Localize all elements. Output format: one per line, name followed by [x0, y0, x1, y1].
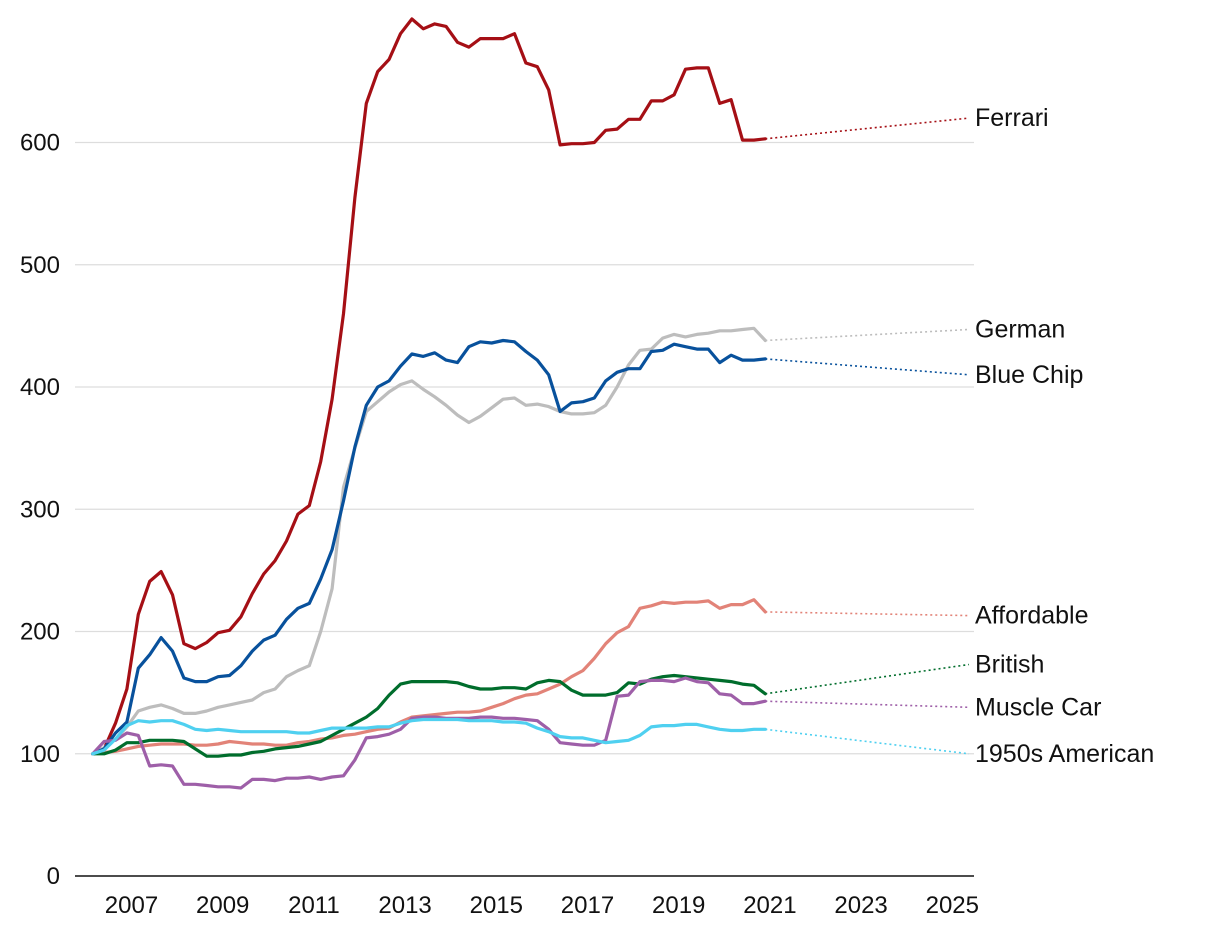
y-tick-label-200: 200: [20, 619, 60, 646]
series-labels: Ferrari German Blue Chip Affordable British M…: [975, 104, 1154, 768]
series-label-1950s-american: 1950s American: [975, 740, 1154, 768]
gridlines: [75, 141, 974, 755]
x-tick-label-2023: 2023: [834, 892, 887, 919]
y-tick-label-0: 0: [47, 863, 60, 890]
x-tick-label-2013: 2013: [378, 892, 431, 919]
label-leader-affordable: [765, 611, 970, 617]
series-label-affordable: Affordable: [975, 602, 1089, 630]
y-tick-label-400: 400: [20, 374, 60, 401]
y-tick-label-500: 500: [20, 252, 60, 279]
series-label-british: British: [975, 651, 1044, 679]
x-tick-label-2009: 2009: [196, 892, 249, 919]
series-line-ferrari: [91, 17, 767, 756]
series-label-muscle-car: Muscle Car: [975, 693, 1101, 721]
series-line-1950s-american: [91, 717, 767, 756]
x-tick-label-2019: 2019: [652, 892, 705, 919]
x-tick-label-2017: 2017: [561, 892, 614, 919]
label-leader-ferrari: [765, 117, 970, 140]
y-tick-label-300: 300: [20, 496, 60, 523]
y-tick-label-100: 100: [20, 741, 60, 768]
y-tick-label-600: 600: [20, 130, 60, 157]
x-tick-label-2025: 2025: [926, 892, 979, 919]
series-label-blue-chip: Blue Chip: [975, 361, 1083, 389]
label-leader-muscle-car: [765, 700, 970, 709]
y-axis-tick-labels: 0 100 200 300 400 500 600: [20, 130, 60, 891]
x-tick-label-2021: 2021: [743, 892, 796, 919]
series-line-muscle-car: [91, 676, 767, 790]
series-label-ferrari: Ferrari: [975, 104, 1049, 132]
label-leader-german: [765, 328, 970, 342]
label-leader-1950s-american: [765, 728, 970, 755]
series-line-blue-chip: [91, 338, 767, 756]
label-leader-british: [765, 663, 970, 695]
series-line-german: [91, 326, 767, 756]
series-line-affordable: [91, 598, 767, 756]
x-tick-label-2015: 2015: [470, 892, 523, 919]
x-tick-label-2007: 2007: [105, 892, 158, 919]
x-tick-label-2011: 2011: [288, 892, 340, 919]
x-axis-tick-labels: 2007 2009 2011 2013 2015 2017 2019 2021 2023 2025: [105, 892, 979, 919]
label-leader-blue-chip: [765, 358, 970, 376]
series-lines: [91, 17, 970, 790]
series-label-german: German: [975, 316, 1065, 344]
series-line-british: [91, 673, 767, 758]
